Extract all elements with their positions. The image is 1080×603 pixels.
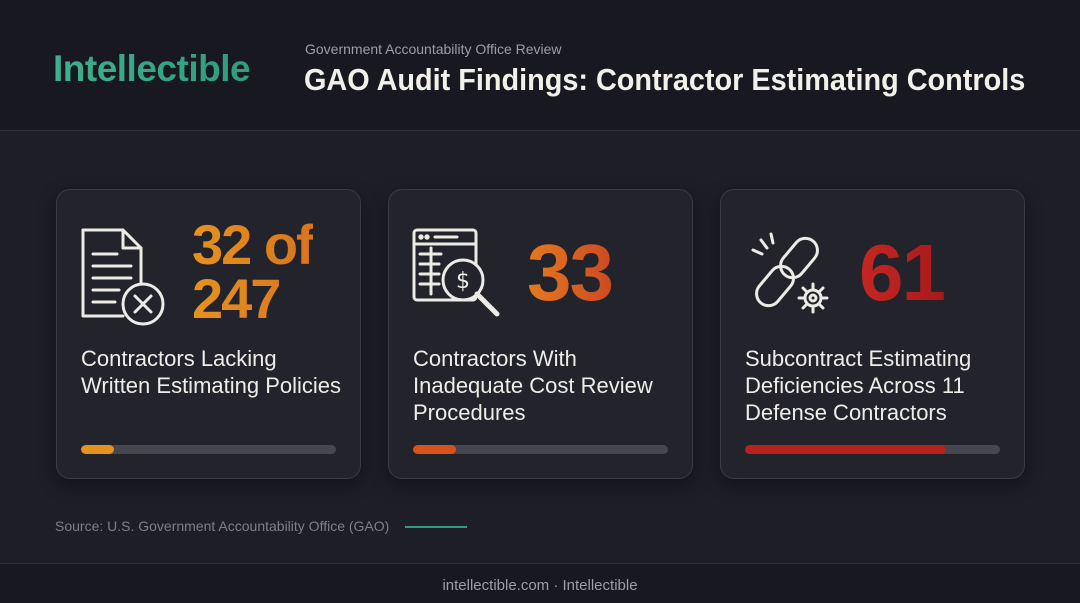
stat-value: 32 of 247: [192, 218, 313, 326]
stat-card-written-policies: 32 of 247 Contractors Lacking Written Es…: [56, 189, 361, 479]
stat-description: Subcontract Estimating Deficiencies Acro…: [745, 346, 972, 425]
progress-fill: [745, 445, 947, 454]
progress-bar: [745, 445, 1000, 454]
footer-text[interactable]: intellectible.com · Intellectible: [442, 577, 638, 594]
brand-logo[interactable]: Intellectible: [53, 48, 251, 89]
progress-bar: [413, 445, 668, 454]
spreadsheet-search-dollar-icon: $: [411, 226, 503, 326]
broken-chain-gear-icon: [743, 226, 835, 326]
header-bar: Intellectible Government Accountability …: [0, 0, 1080, 131]
stat-value-line2: 247: [192, 267, 280, 330]
header-kicker: Government Accountability Office Review: [305, 41, 562, 57]
progress-bar: [81, 445, 336, 454]
stat-description: Contractors Lacking Written Estimating P…: [81, 346, 342, 398]
stat-value: 33: [527, 228, 614, 317]
stat-card-subcontract-deficiencies: 61 Subcontract Estimating Deficiencies A…: [720, 189, 1025, 479]
progress-fill: [413, 445, 457, 454]
stat-card-cost-review: $ 33 Contractors With Inadequate Cost Re…: [388, 189, 693, 479]
footer-bar: intellectible.com · Intellectible: [0, 563, 1080, 603]
source-accent-line: [405, 526, 467, 528]
stat-description: Contractors With Inadequate Cost Review …: [413, 346, 653, 425]
document-x-icon: [79, 226, 171, 326]
progress-fill: [81, 445, 115, 454]
stat-value: 61: [859, 228, 946, 317]
stat-value-line1: 32 of: [192, 213, 313, 276]
svg-text:$: $: [456, 269, 470, 294]
page-title: GAO Audit Findings: Contractor Estimatin…: [304, 62, 1026, 97]
source-note: Source: U.S. Government Accountability O…: [55, 518, 390, 534]
